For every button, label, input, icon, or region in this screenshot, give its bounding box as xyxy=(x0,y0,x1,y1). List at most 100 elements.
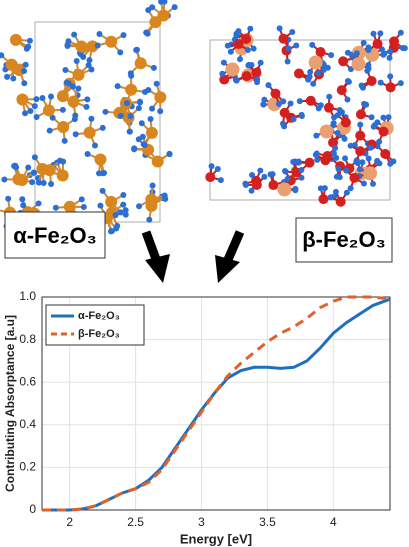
oxygen-atom xyxy=(332,188,339,195)
oxygen-atom xyxy=(61,137,68,144)
iron-atom xyxy=(134,57,147,70)
oxygen-atom xyxy=(13,164,20,171)
iron-atom xyxy=(315,47,326,58)
iron-atom xyxy=(57,120,70,133)
oxygen-atom xyxy=(333,154,340,161)
arrow xyxy=(141,230,162,264)
oxygen-atom xyxy=(343,189,350,196)
oxygen-atom xyxy=(330,150,337,157)
oxygen-atom xyxy=(315,70,322,77)
arrow-head xyxy=(215,255,240,283)
oxygen-atom xyxy=(120,201,127,208)
x-tick-label: 3 xyxy=(198,515,205,529)
oxygen-atom xyxy=(99,187,106,194)
oxygen-atom xyxy=(35,179,42,186)
iron-atom xyxy=(323,102,334,113)
iron-atom xyxy=(56,90,69,103)
oxygen-atom xyxy=(347,185,354,192)
oxygen-atom xyxy=(153,80,160,87)
oxygen-atom xyxy=(62,66,69,73)
oxygen-atom xyxy=(146,216,153,223)
oxygen-atom xyxy=(166,150,173,157)
iron-atom xyxy=(86,40,99,53)
oxygen-atom xyxy=(287,100,294,107)
oxygen-atom xyxy=(135,105,142,112)
y-tick-label: 0.2 xyxy=(19,460,36,474)
unit-cell xyxy=(209,39,391,201)
iron-atom xyxy=(105,195,118,208)
oxygen-atom xyxy=(72,112,79,119)
oxygen-atom xyxy=(357,121,364,128)
oxygen-atom xyxy=(249,171,256,178)
iron-atom xyxy=(251,179,262,190)
oxygen-atom xyxy=(365,155,372,162)
oxygen-atom xyxy=(397,80,404,87)
oxygen-atom xyxy=(356,166,363,173)
iron-atom-b xyxy=(305,95,316,106)
oxygen-atom xyxy=(71,31,78,38)
iron-atom xyxy=(219,74,230,85)
oxygen-atom xyxy=(158,0,165,5)
iron-atom-b xyxy=(251,67,262,78)
iron-atom xyxy=(363,166,378,181)
iron-atom xyxy=(125,83,138,96)
structure-label: α-Fe₂O₃ xyxy=(13,223,97,248)
iron-atom xyxy=(42,104,55,117)
iron-atom xyxy=(355,130,366,141)
oxygen-atom xyxy=(80,204,87,211)
oxygen-atom xyxy=(290,116,297,123)
oxygen-atom xyxy=(141,89,148,96)
oxygen-atom xyxy=(399,45,406,52)
oxygen-atom xyxy=(284,58,291,65)
oxygen-atom xyxy=(254,76,261,83)
iron-atom-b xyxy=(355,146,366,157)
oxygen-atom xyxy=(328,52,335,59)
y-tick-label: 0.6 xyxy=(19,374,36,388)
oxygen-atom xyxy=(247,25,254,32)
oxygen-atom xyxy=(275,101,282,108)
x-tick-label: 2.5 xyxy=(127,515,144,529)
oxygen-atom xyxy=(261,173,268,180)
oxygen-atom xyxy=(208,163,215,170)
oxygen-atom xyxy=(39,94,46,101)
oxygen-atom xyxy=(257,59,264,66)
oxygen-atom xyxy=(334,130,341,137)
label-box xyxy=(295,217,393,263)
iron-atom xyxy=(67,95,80,108)
iron-atom xyxy=(241,33,252,44)
oxygen-atom xyxy=(48,181,55,188)
oxygen-atom xyxy=(233,77,240,84)
oxygen-atom xyxy=(157,108,164,115)
label-box xyxy=(4,211,106,259)
oxygen-atom xyxy=(117,49,124,56)
oxygen-atom xyxy=(133,46,140,53)
oxygen-atom xyxy=(397,29,404,36)
x-tick-label: 3.5 xyxy=(259,515,276,529)
chart: 0 0.2 0.4 0.6 0.8 1.0 2 2.5 3 3.5 4 Energy [eV] Cont… xyxy=(3,289,391,546)
oxygen-atom xyxy=(149,182,156,189)
oxygen-atom xyxy=(380,114,387,121)
oxygen-atom xyxy=(117,209,124,216)
oxygen-atom xyxy=(347,66,354,73)
oxygen-atom xyxy=(265,82,272,89)
oxygen-atom xyxy=(24,44,31,51)
oxygen-atom xyxy=(284,175,291,182)
oxygen-atom xyxy=(96,31,103,38)
iron-atom xyxy=(72,68,85,81)
oxygen-atom xyxy=(359,159,366,166)
oxygen-atom xyxy=(313,132,320,139)
arrow xyxy=(222,230,245,264)
oxygen-atom xyxy=(344,96,351,103)
oxygen-atom xyxy=(314,156,321,163)
oxygen-atom xyxy=(342,155,349,162)
oxygen-atom xyxy=(57,157,64,164)
iron-atom xyxy=(105,35,118,48)
oxygen-atom xyxy=(22,110,29,117)
x-tick-label: 2 xyxy=(66,515,73,529)
oxygen-atom xyxy=(365,65,372,72)
iron-atom xyxy=(205,172,216,183)
oxygen-atom xyxy=(26,37,33,44)
oxygen-atom xyxy=(348,52,355,59)
iron-atom xyxy=(63,200,76,213)
oxygen-atom xyxy=(114,83,121,90)
